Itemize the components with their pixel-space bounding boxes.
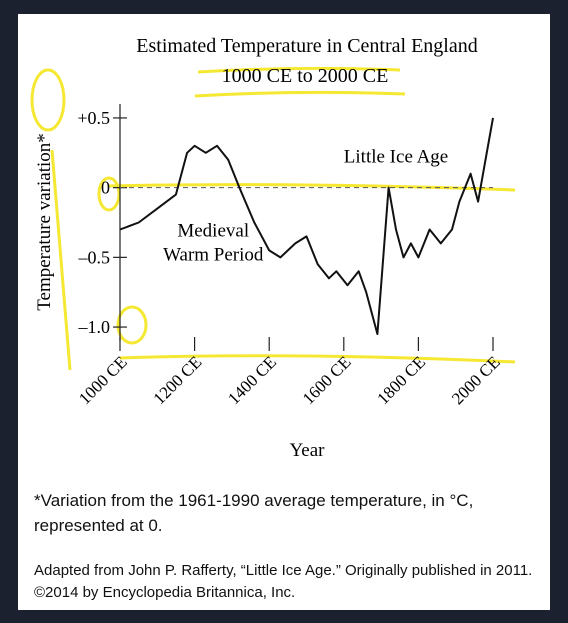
highlight xyxy=(30,68,66,132)
y-tick-label: 0 xyxy=(101,178,110,198)
x-tick-label: 1200 CE xyxy=(150,352,206,408)
y-tick-label: +0.5 xyxy=(77,108,110,128)
highlight xyxy=(197,66,401,74)
x-tick-label: 1800 CE xyxy=(373,352,429,408)
x-tick-label: 1000 CE xyxy=(75,352,131,408)
chart-subtitle: 1000 CE to 2000 CE xyxy=(222,65,389,87)
x-tick-label: 1600 CE xyxy=(299,352,355,408)
annotation: Warm Period xyxy=(163,244,264,265)
annotation: Little Ice Age xyxy=(344,147,448,168)
footnote: *Variation from the 1961-1990 average te… xyxy=(34,491,474,535)
highlight xyxy=(116,305,148,345)
x-axis-label: Year xyxy=(289,440,325,461)
y-tick-label: –0.5 xyxy=(78,247,111,267)
highlight xyxy=(194,90,406,98)
chart: Estimated Temperature in Central England… xyxy=(30,35,516,461)
line xyxy=(119,117,494,335)
y-tick-label: –1.0 xyxy=(78,317,111,337)
chart-title: Estimated Temperature in Central England xyxy=(136,35,477,57)
highlight xyxy=(97,176,121,212)
highlight xyxy=(119,354,516,364)
x-tick-label: 1400 CE xyxy=(224,352,280,408)
highlight xyxy=(50,149,72,371)
highlights xyxy=(30,66,516,371)
source: Adapted from John P. Rafferty, “Little I… xyxy=(34,562,533,601)
panel xyxy=(18,14,550,610)
annotation: Medieval xyxy=(177,220,249,241)
y-axis-label: Temperature variation* xyxy=(34,133,55,311)
